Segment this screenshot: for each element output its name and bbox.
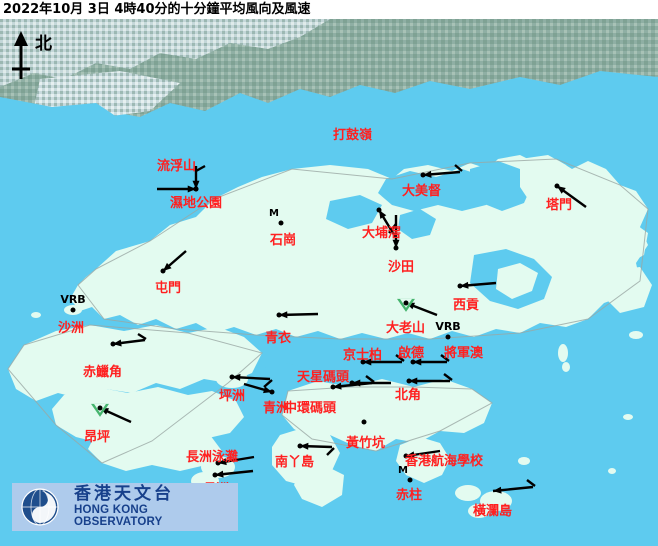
station-marker-sai-kung [457, 283, 463, 289]
station-marker-kings-park [360, 359, 366, 365]
station-marker-sha-tin [393, 245, 399, 251]
station-dot-tate-cairn [403, 300, 409, 306]
logo-text-en: HONG KONG OBSERVATORY [74, 503, 163, 528]
station-label-wetland-park: 濕地公園 [170, 196, 223, 211]
station-marker-cheung-chau-beach [215, 460, 221, 466]
map-canvas: 打鼓嶺流浮山濕地公園 M 石崗 大埔滘沙田 大美督塔門屯門西貢 VRB 沙洲赤鱲角 青衣 大老山… [0, 19, 658, 546]
station-marker-chek-lap-kok [110, 341, 116, 347]
station-label-kai-tak: 啟德 [398, 346, 425, 361]
station-label-stanley: 赤柱 [396, 488, 423, 503]
hko-logo-icon [16, 487, 68, 527]
station-marker-stanley [407, 477, 413, 483]
station-marker-lamma-island [297, 443, 303, 449]
station-label-tsing-chau: 青洲 [263, 401, 290, 416]
station-marker-star-ferry [349, 380, 355, 386]
station-marker-tuen-mun [160, 268, 166, 274]
north-label: 北 [35, 34, 52, 54]
station-label-tuen-mun: 屯門 [155, 281, 182, 296]
station-label-waglan-island: 橫瀾島 [473, 504, 513, 519]
station-marker-tsing-yi [276, 312, 282, 318]
station-label-wong-chuk-hang: 黃竹坑 [346, 436, 386, 451]
station-label-tate-cairn: 大老山 [386, 321, 426, 336]
station-label-sai-kung: 西貢 [453, 298, 480, 313]
north-arrow-icon: 北 [12, 31, 52, 79]
station-marker-tsing-chau [269, 389, 275, 395]
station-marker-sha-chau [70, 307, 76, 313]
north-arrow: 北 [5, 29, 63, 84]
hko-logo: 香港天文台 HONG KONG OBSERVATORY [12, 483, 238, 531]
station-label-cheung-chau-beach: 長洲泳灘 [186, 450, 239, 465]
station-marker-tseung-kwan-o [445, 334, 451, 340]
station-marker-wetland-park [193, 186, 199, 192]
station-marker-wong-chuk-hang [361, 419, 367, 425]
station-label-shek-kong: 石崗 [270, 233, 297, 248]
station-label-kings-park: 京士柏 [343, 348, 383, 363]
station-marker-cheung-chau [212, 472, 218, 478]
station-label-sha-tin: 沙田 [388, 260, 415, 275]
station-marker-hk-sea-school [403, 453, 409, 459]
station-marker-north-point [406, 378, 412, 384]
station-marker-tai-mei-tuk [420, 172, 426, 178]
station-label-peng-chau: 坪洲 [219, 389, 246, 404]
station-label-central-pier: 中環碼頭 [284, 401, 337, 416]
station-label-tai-mei-tuk: 大美督 [402, 184, 442, 199]
station-label-tseung-kwan-o: 將軍澳 [444, 346, 484, 361]
variable-wind-label-tseung-kwan-o: VRB [435, 320, 461, 333]
station-label-lamma-island: 南丫島 [275, 455, 315, 470]
station-dot-ngong-ping [97, 405, 103, 411]
station-marker-tai-po [376, 207, 382, 213]
station-label-lau-fau-shan: 流浮山 [157, 159, 197, 174]
station-marker-central-pier [330, 384, 336, 390]
station-marker-tap-mun [554, 183, 560, 189]
station-marker-kai-tak [410, 359, 416, 365]
station-marker-shek-kong [278, 220, 284, 226]
station-label-north-point: 北角 [395, 388, 422, 403]
station-label-hk-sea-school: 香港航海學校 [405, 454, 484, 469]
station-label-tai-po: 大埔滘 [362, 226, 402, 241]
station-label-star-ferry: 天星碼頭 [297, 370, 350, 385]
maintenance-flag-stanley: M [398, 465, 408, 476]
station-label-chek-lap-kok: 赤鱲角 [83, 365, 123, 380]
station-label-ta-kwu-ling: 打鼓嶺 [333, 128, 373, 143]
station-marker-peng-chau [229, 374, 235, 380]
station-label-sha-chau: 沙洲 [58, 321, 85, 336]
station-label-tsing-yi: 青衣 [265, 331, 292, 346]
logo-text-cn: 香港天文台 [74, 484, 174, 505]
variable-wind-label-sha-chau: VRB [60, 293, 86, 306]
maintenance-flag-shek-kong: M [269, 208, 279, 219]
station-label-ngong-ping: 昂坪 [84, 430, 111, 445]
station-label-tap-mun: 塔門 [546, 198, 573, 213]
page-title: 2022年10月 3日 4時40分的十分鐘平均風向及風速 [3, 2, 311, 17]
map-geography [0, 19, 658, 546]
